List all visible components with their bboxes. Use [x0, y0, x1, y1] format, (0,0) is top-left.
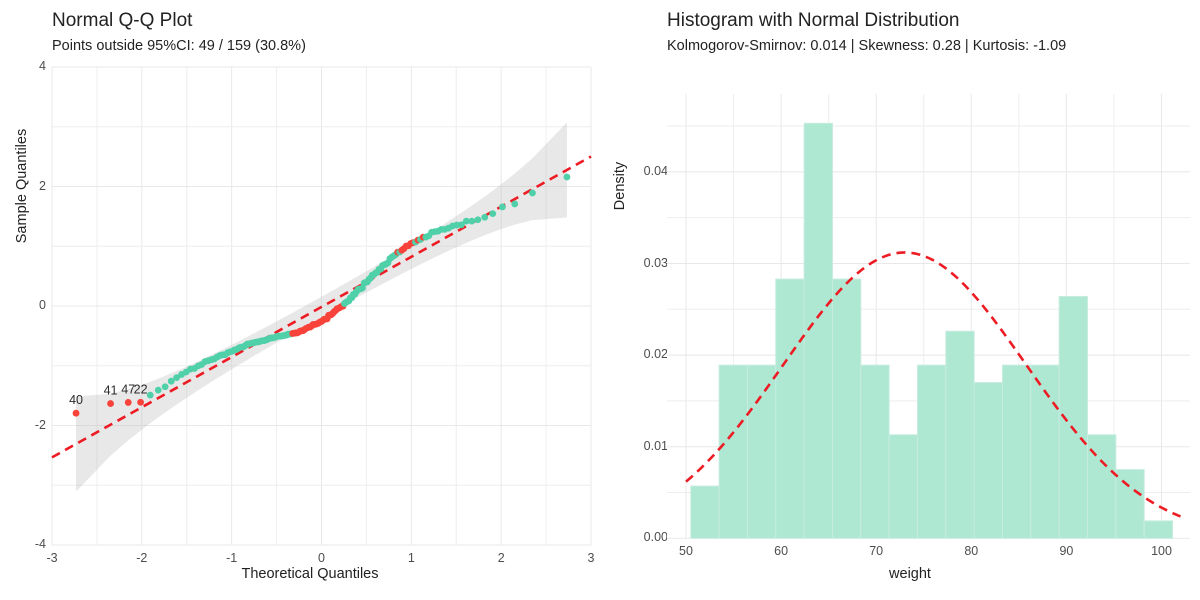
svg-text:22: 22: [134, 382, 148, 396]
svg-text:40: 40: [69, 393, 83, 407]
svg-text:41: 41: [104, 384, 118, 398]
